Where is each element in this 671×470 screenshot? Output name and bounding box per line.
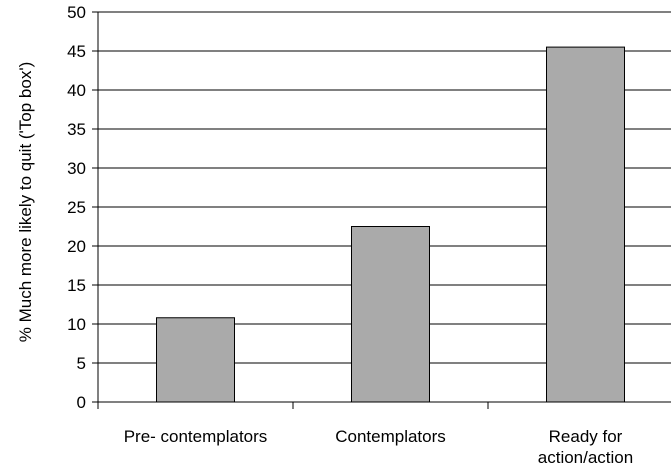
x-tick-label-line: Ready for [549, 427, 623, 446]
y-tick-label: 0 [77, 393, 86, 412]
x-tick-label-line: action/action [538, 448, 633, 467]
y-tick-label: 30 [67, 159, 86, 178]
bar-3 [546, 46, 625, 403]
x-tick-label: Pre- contemplators [124, 427, 268, 446]
y-tick-label: 40 [67, 81, 86, 100]
bar-1 [156, 317, 235, 403]
x-tick-label-line: Pre- contemplators [124, 427, 268, 446]
y-tick-label: 35 [67, 120, 86, 139]
bars [156, 46, 625, 403]
y-tick-label: 15 [67, 276, 86, 295]
x-tick-label: Contemplators [335, 427, 446, 446]
y-tick-label: 45 [67, 42, 86, 61]
y-tick-label: 10 [67, 315, 86, 334]
axes [92, 11, 671, 409]
x-tick-label-line: Contemplators [335, 427, 446, 446]
y-tick-label: 5 [77, 354, 86, 373]
x-tick-label: Ready for action/action [538, 427, 633, 467]
x-tick-labels: Pre- contemplators Contemplators Ready for… [124, 427, 634, 467]
y-tick-label: 25 [67, 198, 86, 217]
y-tick-labels: 0 5 10 15 20 25 30 35 40 45 50 [67, 3, 86, 412]
y-axis-label: % Much more likely to quit ('Top box') [16, 62, 35, 342]
bar-2 [351, 226, 430, 403]
y-tick-label: 50 [67, 3, 86, 22]
y-tick-label: 20 [67, 237, 86, 256]
